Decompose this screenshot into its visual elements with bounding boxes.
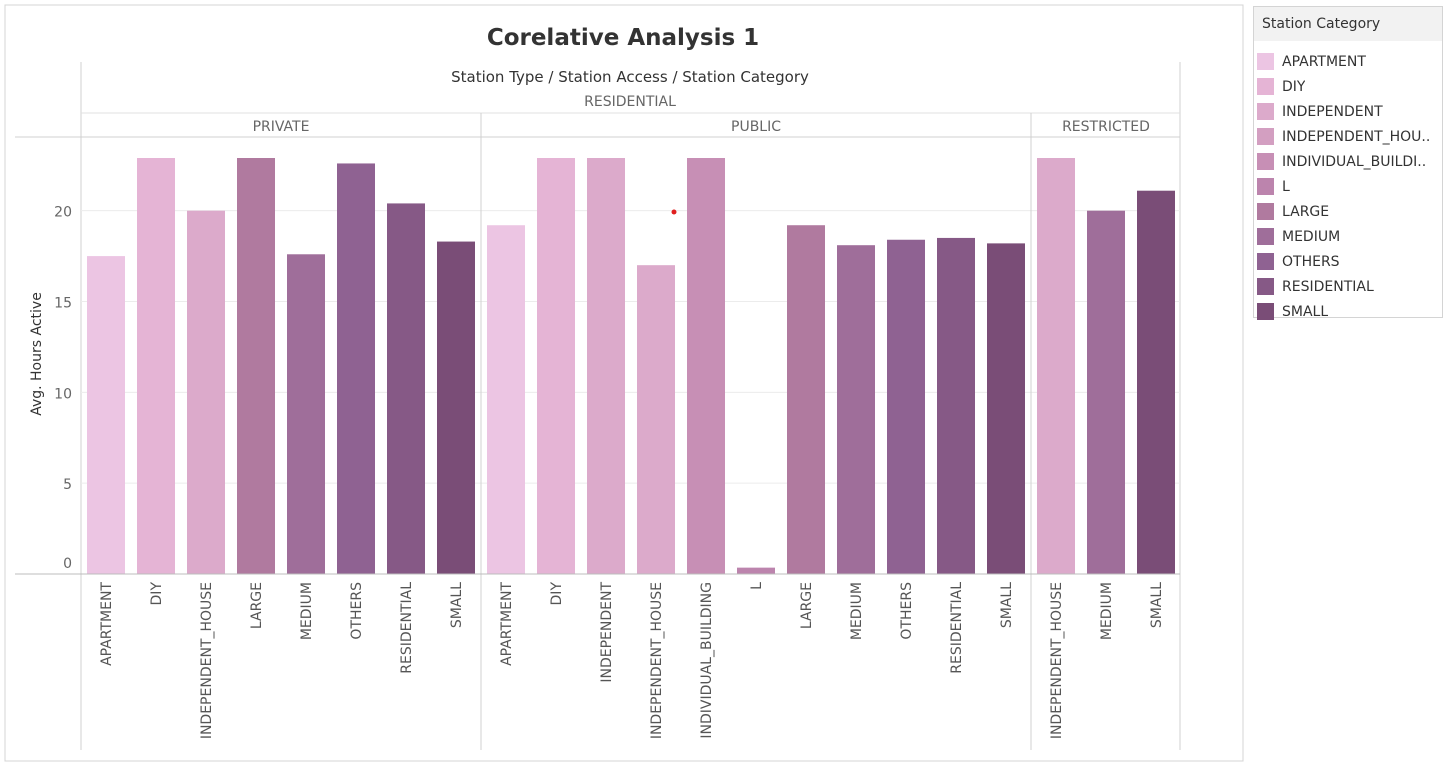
bar <box>437 241 475 574</box>
x-tick-label: OTHERS <box>899 582 915 640</box>
legend-title: Station Category <box>1254 7 1442 41</box>
legend-item[interactable]: SMALL <box>1257 299 1328 324</box>
legend-swatch <box>1257 53 1274 70</box>
legend-item[interactable]: INDEPENDENT <box>1257 99 1383 124</box>
access-header-label: PUBLIC <box>731 119 781 135</box>
x-tick-label: RESIDENTIAL <box>399 582 415 674</box>
x-tick-label: LARGE <box>799 582 815 629</box>
bar <box>1087 210 1125 575</box>
cursor-marker <box>671 209 677 215</box>
x-tick-label: INDEPENDENT_HOUSE <box>649 582 665 739</box>
legend-swatch <box>1257 228 1274 245</box>
bar <box>587 158 625 574</box>
x-tick-label: INDEPENDENT_HOUSE <box>199 582 215 739</box>
plot-area: 0 5 10 15 20 PRIVATE APARTMENT DIY INDEPENDENT_H… <box>15 62 1181 750</box>
legend-item[interactable]: INDIVIDUAL_BUILDI.. <box>1257 149 1426 174</box>
legend-item[interactable]: APARTMENT <box>1257 49 1366 74</box>
bar <box>537 158 575 574</box>
y-axis-label: Avg. Hours Active <box>29 292 45 416</box>
x-tick-label: APARTMENT <box>499 582 515 666</box>
x-tick-label: SMALL <box>1149 582 1165 628</box>
x-tick-label: DIY <box>549 582 565 606</box>
bar <box>287 254 325 574</box>
x-tick-label: MEDIUM <box>1099 582 1115 640</box>
x-tick-label: OTHERS <box>349 582 365 640</box>
legend-label: DIY <box>1282 78 1306 95</box>
legend-label: RESIDENTIAL <box>1282 278 1374 295</box>
legend-label: INDEPENDENT_HOU.. <box>1282 128 1431 145</box>
bar <box>387 203 425 574</box>
legend-item[interactable]: L <box>1257 174 1290 199</box>
legend-swatch <box>1257 128 1274 145</box>
bar <box>337 163 375 575</box>
legend-swatch <box>1257 153 1274 170</box>
bar <box>637 265 675 574</box>
x-tick-label: MEDIUM <box>849 582 865 640</box>
bar <box>787 225 825 574</box>
bar <box>837 245 875 574</box>
x-tick-label: DIY <box>149 582 165 606</box>
x-tick-label: LARGE <box>249 582 265 629</box>
bar <box>887 239 925 575</box>
legend-item[interactable]: DIY <box>1257 74 1305 99</box>
bar <box>1037 158 1075 574</box>
legend-swatch <box>1257 78 1274 95</box>
legend: Station Category APARTMENT DIY INDEPENDENT… <box>1253 6 1443 320</box>
y-tick-label: 5 <box>63 477 72 493</box>
bar <box>937 237 975 575</box>
x-tick-label: INDEPENDENT_HOUSE <box>1049 582 1065 739</box>
access-header-label: RESTRICTED <box>1062 119 1150 135</box>
chart-title: Corelative Analysis 1 <box>487 25 759 51</box>
legend-item[interactable]: OTHERS <box>1257 249 1340 274</box>
bar <box>987 243 1025 574</box>
legend-swatch <box>1257 303 1274 320</box>
legend-label: OTHERS <box>1282 253 1340 270</box>
legend-label: L <box>1282 178 1290 195</box>
legend-item[interactable]: RESIDENTIAL <box>1257 274 1374 299</box>
bar <box>187 210 225 575</box>
bar <box>1137 190 1175 575</box>
x-tick-label: INDIVIDUAL_BUILDING <box>699 582 715 739</box>
legend-swatch <box>1257 103 1274 120</box>
bar <box>237 158 275 574</box>
legend-label: APARTMENT <box>1282 53 1366 70</box>
access-header-label: PRIVATE <box>253 119 310 135</box>
legend-swatch <box>1257 278 1274 295</box>
x-tick-label: SMALL <box>449 582 465 628</box>
header-label: Station Type / Station Access / Station … <box>451 68 809 86</box>
x-tick-label: APARTMENT <box>99 582 115 666</box>
legend-label: MEDIUM <box>1282 228 1341 245</box>
legend-item[interactable]: LARGE <box>1257 199 1329 224</box>
y-tick-label: 15 <box>54 296 72 312</box>
x-tick-label: MEDIUM <box>299 582 315 640</box>
bar <box>737 567 775 574</box>
legend-label: SMALL <box>1282 303 1329 320</box>
x-tick-label: INDEPENDENT <box>599 582 615 683</box>
legend-item[interactable]: INDEPENDENT_HOU.. <box>1257 124 1430 149</box>
bar <box>687 158 725 574</box>
bar <box>137 158 175 574</box>
x-tick-label: RESIDENTIAL <box>949 582 965 674</box>
legend-swatch <box>1257 203 1274 220</box>
y-tick-label: 10 <box>54 386 72 402</box>
x-tick-label: SMALL <box>999 582 1015 628</box>
legend-label: INDEPENDENT <box>1282 103 1383 120</box>
x-tick-label: L <box>749 582 765 590</box>
legend-swatch <box>1257 178 1274 195</box>
legend-swatch <box>1257 253 1274 270</box>
bar <box>87 256 125 574</box>
legend-label: INDIVIDUAL_BUILDI.. <box>1282 153 1427 170</box>
legend-label: LARGE <box>1282 203 1330 220</box>
y-tick-label: 0 <box>63 556 72 572</box>
y-tick-label: 20 <box>54 205 72 221</box>
legend-item[interactable]: MEDIUM <box>1257 224 1340 249</box>
station-type-header: RESIDENTIAL <box>584 94 676 110</box>
bar <box>487 225 525 574</box>
